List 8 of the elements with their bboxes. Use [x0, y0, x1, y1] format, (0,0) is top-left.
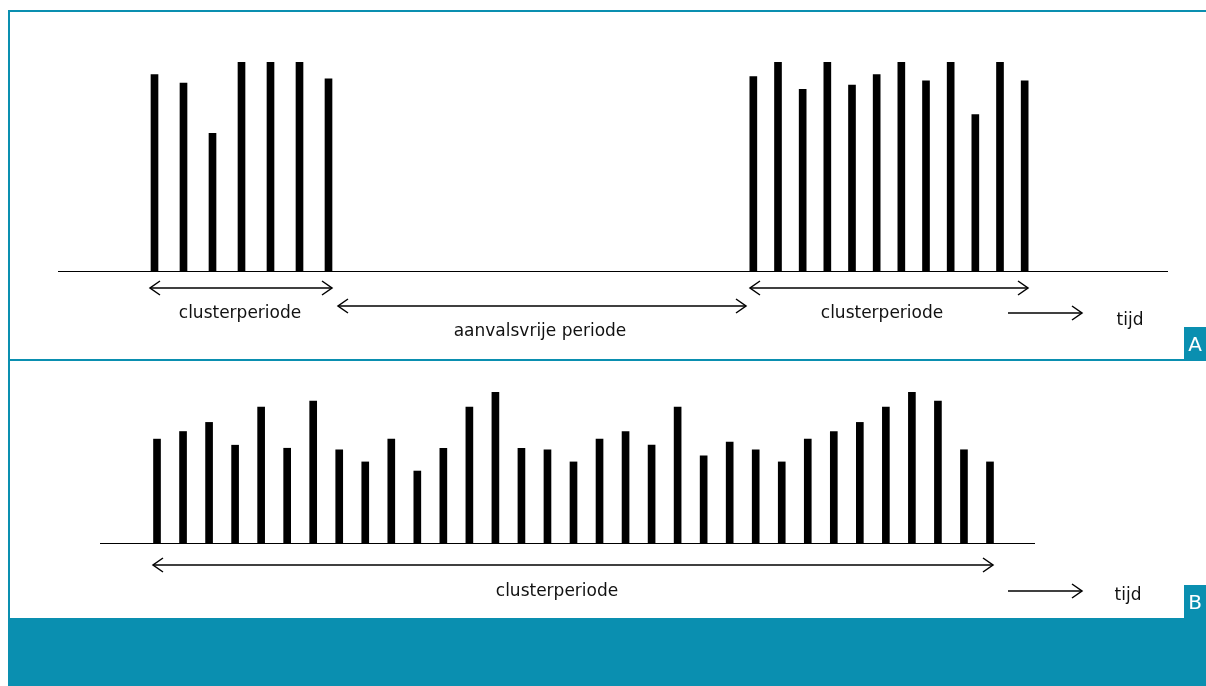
text: clusterperiode: [177, 301, 303, 324]
text: clusterperiode: [819, 301, 945, 324]
text: aanvalsvrije periode: [452, 319, 628, 342]
text: clusterperiode: [494, 579, 620, 602]
text: B: [1184, 585, 1206, 619]
text: tijd: [1115, 308, 1145, 331]
text: A: [1184, 327, 1206, 361]
text: tijd: [1114, 584, 1142, 604]
